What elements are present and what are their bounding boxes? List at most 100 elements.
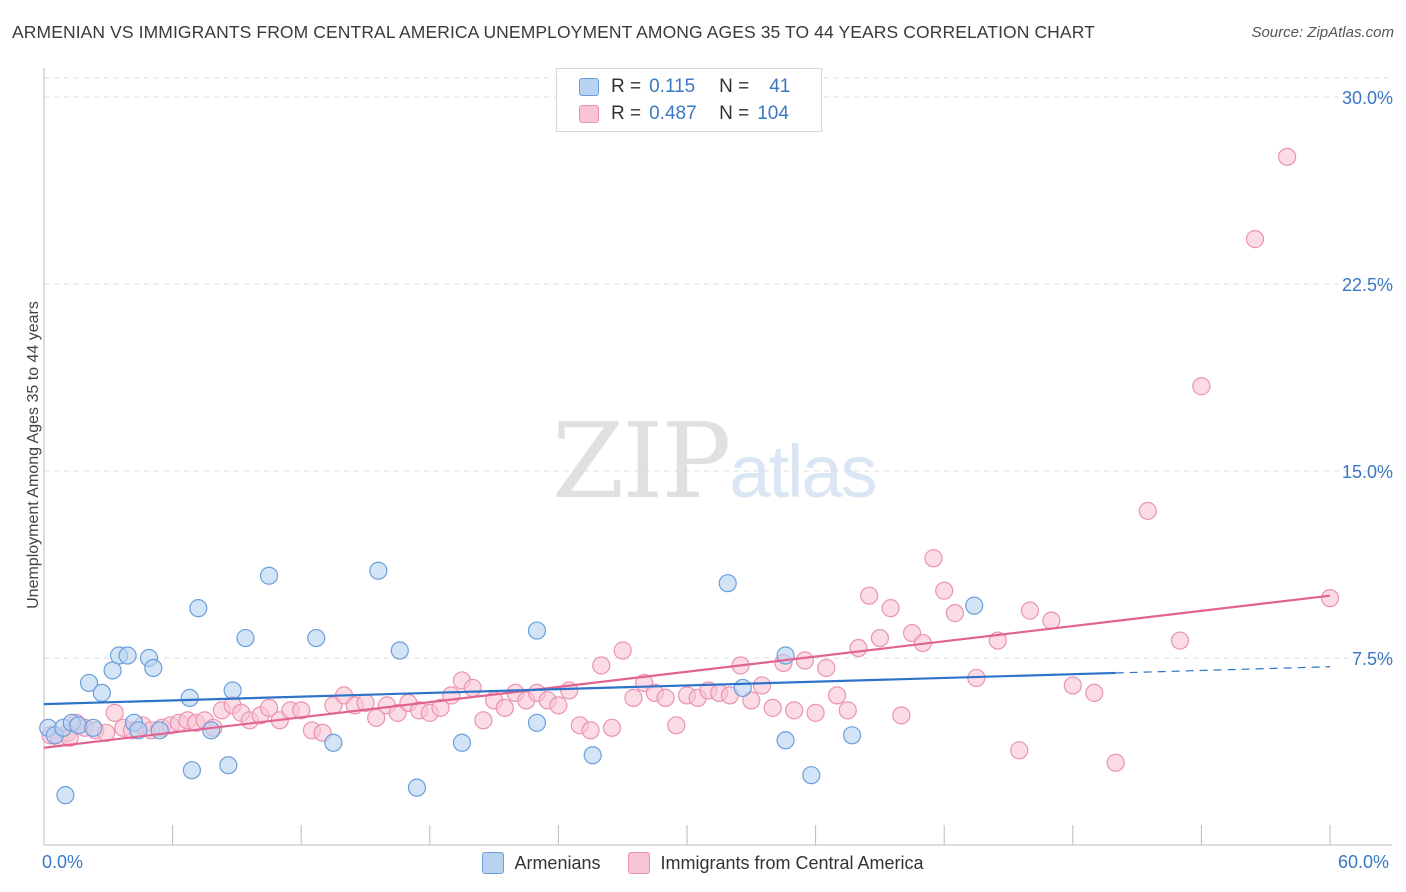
central-america-point [1010, 741, 1029, 760]
armenian-point [92, 683, 111, 703]
central-america-point [602, 718, 622, 737]
central-america-point [431, 698, 450, 717]
y-tick-label: 22.5% [1342, 275, 1393, 295]
stats-swatch-pink [579, 105, 599, 123]
stats-swatch-blue [579, 78, 599, 96]
central-america-point [592, 656, 611, 675]
central-america-point [581, 721, 600, 740]
armenian-point [776, 731, 795, 750]
central-america-point [613, 641, 632, 660]
central-america-point [1085, 683, 1104, 703]
r-value: 0.487 [649, 103, 697, 124]
central-america-point [763, 698, 782, 717]
central-america-point [849, 638, 868, 658]
stats-box: R = 0.115 N = 41 R = 0.487 N = 104 [556, 68, 822, 132]
r-label: R = [611, 76, 642, 97]
central-america-point [827, 686, 847, 705]
armenian-point [150, 721, 169, 740]
armenian-point [103, 661, 122, 680]
central-america-point [870, 628, 890, 648]
central-america-point [795, 651, 814, 670]
legend-item-central-america[interactable]: Immigrants from Central America [628, 852, 924, 874]
x-tick-label-min: 0.0% [42, 852, 84, 872]
x-tick-label-max: 60.0% [1338, 852, 1390, 872]
central-america-point [292, 701, 311, 720]
central-america-point [1042, 611, 1061, 630]
central-america-point [549, 696, 568, 715]
central-america-point [1192, 377, 1211, 396]
stats-row-armenians: R = 0.115 N = 41 [579, 75, 790, 99]
r-value: 0.115 [649, 76, 696, 97]
chart-title: ARMENIAN VS IMMIGRANTS FROM CENTRAL AMER… [12, 22, 1095, 42]
armenian-point [965, 596, 984, 615]
stats-row-central-america: R = 0.487 N = 104 [579, 102, 789, 126]
armenian-point [324, 733, 343, 752]
armenian-point [84, 718, 103, 737]
legend-label: Armenians [514, 852, 601, 873]
y-tick-label: 7.5% [1352, 649, 1393, 669]
n-value: 104 [757, 103, 789, 124]
n-label: N = [719, 76, 750, 97]
central-america-point [881, 599, 900, 618]
legend-item-armenians[interactable]: Armenians [482, 852, 600, 874]
central-america-point [838, 701, 857, 720]
armenian-point [180, 688, 199, 707]
central-america-point [624, 688, 643, 707]
armenian-trend-line [43, 671, 1116, 706]
armenian-point [842, 726, 862, 745]
central-america-point [935, 581, 954, 600]
armenian-point [369, 561, 388, 580]
armenian-point [527, 713, 547, 732]
central-america-point [945, 604, 965, 623]
central-america-point [806, 703, 825, 722]
n-value: 41 [769, 76, 791, 97]
central-america-point [474, 711, 493, 730]
central-america-point [1245, 230, 1265, 249]
legend: Armenians Immigrants from Central Americ… [0, 852, 1406, 874]
armenian-point [202, 721, 221, 740]
central-america-point [1278, 147, 1297, 166]
source-label: Source: ZipAtlas.com [1251, 24, 1394, 41]
armenian-point [259, 566, 279, 585]
armenian-point [129, 721, 148, 740]
armenian-point [527, 621, 547, 640]
central-america-point [785, 701, 804, 720]
armenian-point [718, 574, 737, 593]
central-america-point [742, 691, 761, 710]
armenian-point [452, 733, 472, 752]
r-label: R = [611, 103, 642, 124]
armenian-point [56, 786, 75, 805]
central-america-point [924, 549, 943, 568]
armenian-point [583, 746, 602, 765]
central-america-point [752, 676, 772, 695]
central-america-point [656, 688, 675, 707]
central-america-point [1138, 501, 1157, 520]
armenian-point [307, 628, 326, 648]
central-america-point [1320, 589, 1340, 608]
armenian-point [223, 681, 242, 700]
armenian-point [118, 646, 137, 665]
y-tick-label: 30.0% [1342, 88, 1393, 108]
central-america-point [495, 698, 514, 717]
central-america-point [860, 586, 879, 605]
central-america-point [1063, 676, 1082, 695]
armenian-point [407, 778, 427, 797]
central-america-point [817, 658, 836, 678]
armenian-point [69, 716, 88, 735]
central-america-point [105, 703, 124, 722]
n-label: N = [719, 103, 750, 124]
armenian-point [219, 756, 238, 775]
legend-swatch-pink [628, 852, 651, 874]
armenian-point [182, 761, 201, 780]
armenian-point [236, 628, 255, 648]
legend-swatch-blue [482, 852, 505, 874]
armenian-point [733, 678, 752, 698]
armenian-point [802, 766, 821, 785]
central-america-point [1106, 753, 1125, 772]
watermark-zip: ZIP [552, 400, 731, 522]
watermark: ZIPatlas [552, 400, 878, 522]
central-america-point [1020, 601, 1040, 620]
central-america-point [259, 698, 279, 717]
legend-label: Immigrants from Central America [660, 852, 924, 873]
